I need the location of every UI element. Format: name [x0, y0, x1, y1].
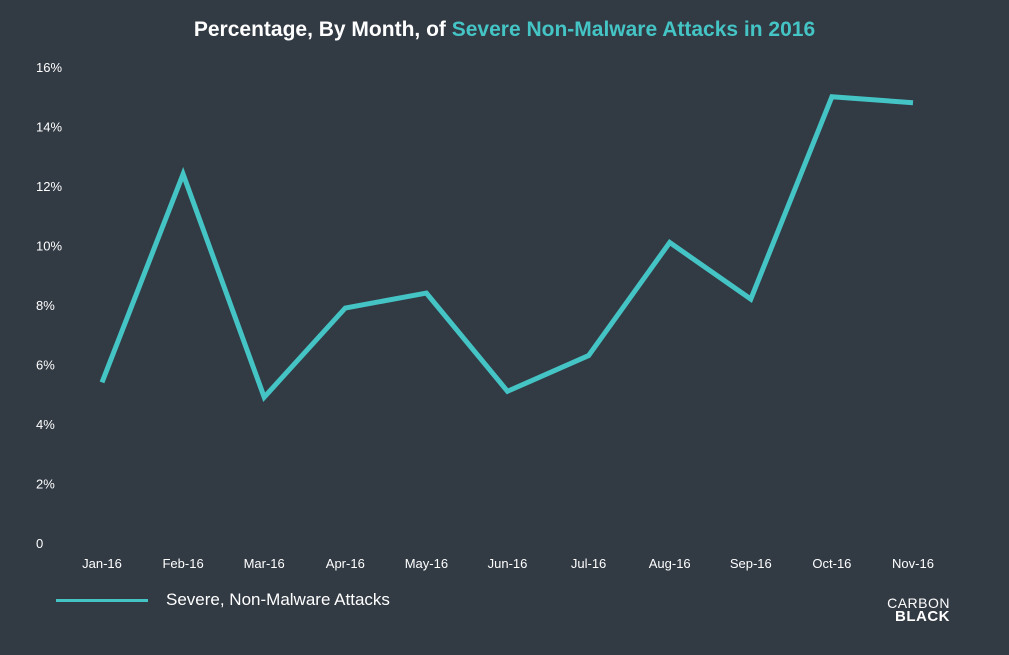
chart-title: Percentage, By Month, of Severe Non-Malw… — [0, 18, 1009, 42]
legend: Severe, Non-Malware Attacks — [56, 590, 390, 610]
y-tick-label: 14% — [36, 120, 62, 135]
logo-line-1: CARBON — [887, 595, 950, 611]
x-tick-label: Mar-16 — [244, 556, 285, 571]
y-tick-label: 4% — [36, 417, 55, 432]
y-axis-ticks: 0 2% 4% 6% 8% 10% 12% 14% 16% — [36, 60, 62, 551]
x-tick-label: May-16 — [405, 556, 448, 571]
x-axis-ticks: Jan-16 Feb-16 Mar-16 Apr-16 May-16 Jun-16 Jul-… — [82, 556, 934, 571]
y-tick-label: 8% — [36, 298, 55, 313]
x-tick-label: Feb-16 — [162, 556, 203, 571]
x-tick-label: Sep-16 — [730, 556, 772, 571]
legend-swatch — [56, 598, 148, 602]
x-tick-label: Jun-16 — [488, 556, 528, 571]
chart-title-prefix: Percentage, By Month, of — [193, 18, 446, 41]
series-lines — [99, 94, 914, 402]
legend-label: Severe, Non-Malware Attacks — [166, 590, 390, 609]
x-tick-label: Jan-16 — [82, 556, 122, 571]
carbon-black-logo: CARBON BLACK — [884, 596, 950, 624]
chart-title-highlight: Severe Non-Malware Attacks in 2016 — [451, 18, 816, 41]
y-tick-label: 2% — [36, 477, 55, 492]
x-tick-label: Aug-16 — [649, 556, 691, 571]
y-tick-label: 10% — [36, 239, 62, 254]
logo-line-2: BLACK — [895, 608, 950, 625]
y-tick-label: 0 — [36, 536, 43, 551]
x-tick-label: Apr-16 — [326, 556, 365, 571]
y-tick-label: 16% — [36, 60, 62, 75]
series-line — [99, 94, 914, 402]
y-tick-label: 6% — [36, 358, 55, 373]
x-tick-label: Oct-16 — [812, 556, 851, 571]
x-tick-label: Nov-16 — [892, 556, 934, 571]
y-tick-label: 12% — [36, 179, 62, 194]
x-tick-label: Jul-16 — [571, 556, 606, 571]
